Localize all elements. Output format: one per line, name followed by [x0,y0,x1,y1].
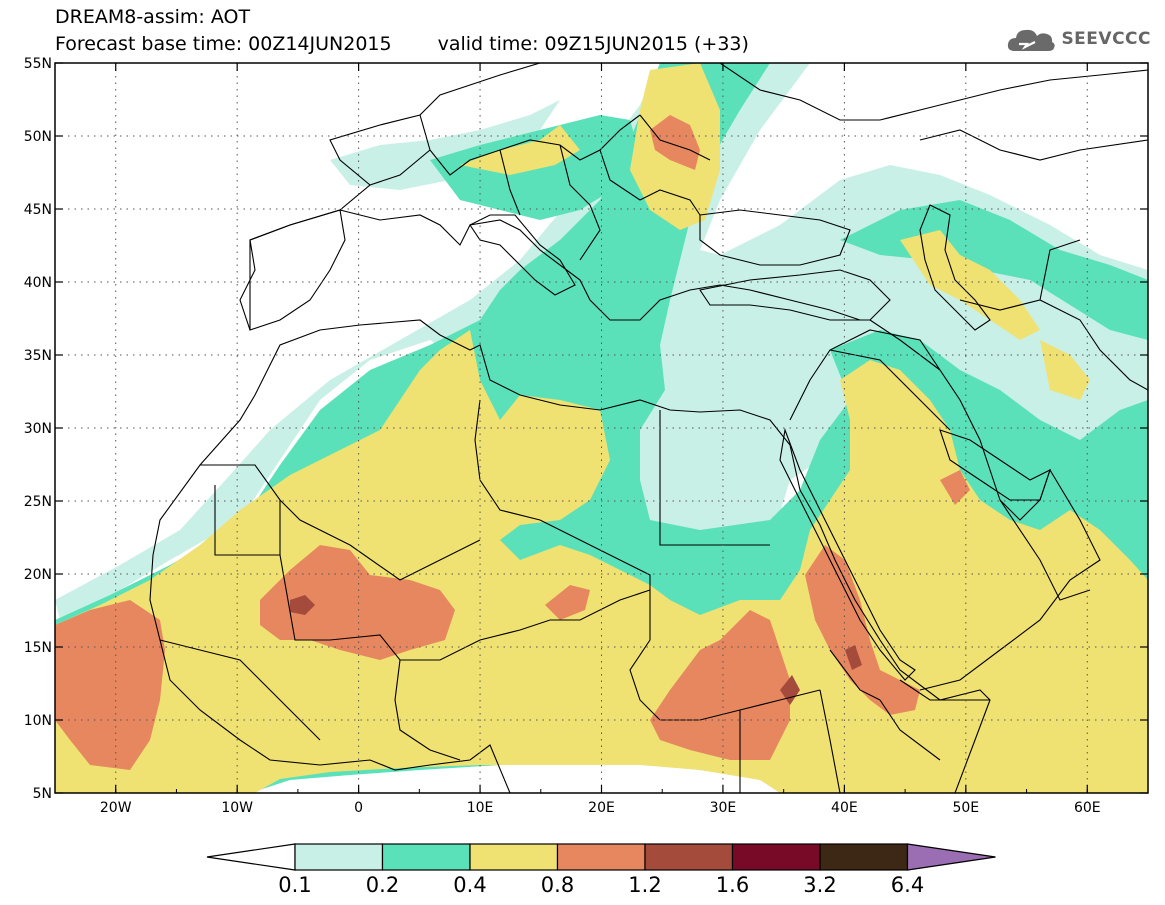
lat-tick-label: 35N [24,348,52,364]
europe-coast [239,63,541,331]
lat-tick-label: 10N [24,713,52,729]
aot-level-0.8 [650,610,790,760]
lat-tick-label: 40N [24,275,52,291]
colorbar: 0.1 0.2 0.4 0.8 1.2 1.6 3.2 6.4 [206,843,996,897]
lon-tick-label: 0 [354,800,363,816]
iberia [249,209,346,331]
mediterranean-north [339,209,861,321]
horn-of-africa [829,649,990,761]
lon-tick-label: 40E [831,800,858,816]
lon-tick-label: 20E [588,800,615,816]
colorbar-label: 3.2 [803,873,836,897]
lon-tick-label: 10W [221,800,253,816]
black-sea [699,209,851,266]
lat-tick-label: 30N [24,421,52,437]
aot-level-1.2 [290,595,315,615]
colorbar-segment [731,843,821,871]
lon-tick-label: 60E [1074,800,1101,816]
lat-tick-label: 15N [24,640,52,656]
lat-tick-label: 5N [33,786,52,802]
libya-egypt-border [659,410,770,546]
lon-tick-label: 20W [100,800,132,816]
aot-level-0.8 [940,470,970,505]
nigeria-border [394,659,461,761]
colorbar-label: 0.8 [541,873,574,897]
logo-text: SEEVCCC [1061,29,1151,49]
aot-level-0.4 [460,125,580,175]
forecast-times: Forecast base time: 00Z14JUN2015 valid ti… [55,33,749,55]
colorbar-label: 6.4 [891,873,924,897]
cloud-icon [1008,29,1056,51]
coastlines-and-borders [149,63,1148,793]
aot-level-0.8 [55,600,165,770]
colorbar-segment [556,843,646,871]
base-time: Forecast base time: 00Z14JUN2015 [55,33,392,55]
lon-tick-label: 50E [952,800,979,816]
colorbar-segment [294,843,384,871]
mali-border [200,464,481,581]
lat-tick-label: 25N [24,494,52,510]
italy [469,214,576,296]
aot-level-0.8 [545,585,590,620]
arabia-coast [789,329,1101,691]
red-sea [779,427,916,681]
lat-tick-label: 20N [24,567,52,583]
caspian-sea [919,204,991,331]
lat-tick-label: 55N [24,56,52,72]
colorbar-segment [644,843,734,871]
aot-level-0.1 [330,100,560,190]
colorbar-segment [381,843,471,871]
turkey [699,269,891,321]
aot-level-0.8 [805,545,920,715]
colorbar-label: 0.4 [453,873,486,897]
colorbar-label: 1.6 [716,873,749,897]
colorbar-label: 0.1 [278,873,311,897]
aot-level-0.4 [1040,340,1090,400]
africa-west-coast [149,554,511,793]
europe-borders [369,114,711,261]
map-title: DREAM8-assim: AOT [55,6,251,28]
graticule [55,63,1148,793]
valid-time: valid time: 09Z15JUN2015 (+33) [437,33,749,55]
aot-level-0.2 [840,200,1148,340]
aot-level-0.4 [900,230,1040,340]
sahel-border [214,485,651,661]
aot-level-0.8 [650,115,700,170]
colorbar-arrow-low [206,843,296,871]
seevccc-logo: SEEVCCC [1005,25,1151,53]
lat-tick-label: 50N [24,129,52,145]
persian-gulf [939,429,1051,501]
colorbar-label: 1.2 [628,873,661,897]
africa-coast [152,319,991,793]
colorbar-arrow-high [906,843,996,871]
lon-tick-label: 10E [467,800,494,816]
axis-ticks: 20W 10W 0 10E 20E 30E 40E 50E 60E 5N 10N 15N 20N 25N 3… [24,56,1149,816]
lat-tick-label: 45N [24,202,52,218]
chad-sudan-border [539,519,661,721]
aot-level-1.2 [845,645,862,670]
colorbar-segment [469,843,559,871]
middle-east-borders [829,239,1148,601]
colorbar-segment [819,843,909,871]
russia-borders [719,63,1148,161]
lon-tick-label: 30E [710,800,737,816]
aot-level-1.2 [780,675,800,705]
guinea-border [159,639,321,741]
colorbar-label: 0.2 [366,873,399,897]
